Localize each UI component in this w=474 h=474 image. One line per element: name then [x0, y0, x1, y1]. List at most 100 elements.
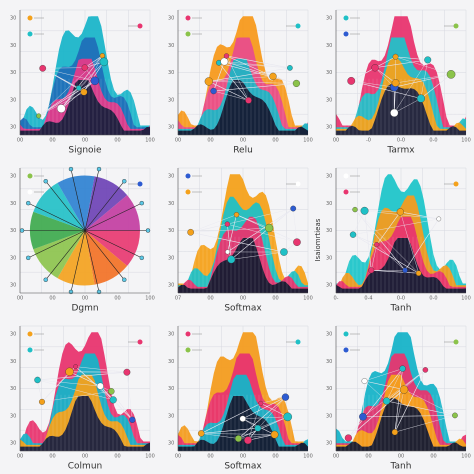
x-tick-label: 00 — [82, 138, 88, 144]
edge — [351, 80, 421, 99]
node — [371, 64, 379, 72]
x-tick-label: 00 — [398, 454, 404, 460]
edge — [394, 74, 452, 88]
node — [399, 385, 409, 394]
edge — [75, 366, 127, 373]
legend-dot — [295, 339, 301, 345]
node — [399, 365, 406, 372]
y-tick-label: 30 — [326, 441, 332, 447]
edge — [371, 269, 419, 274]
node — [123, 368, 131, 376]
node — [39, 64, 47, 72]
node — [234, 435, 242, 442]
y-tick-label: 30 — [10, 386, 16, 392]
edge — [226, 55, 290, 69]
edge — [208, 81, 249, 101]
x-tick-label: 00 — [207, 296, 213, 302]
edge — [374, 67, 395, 88]
y-tick-label: 30 — [10, 441, 16, 447]
x-tick-label: 0-0 — [429, 296, 437, 302]
edge — [190, 227, 270, 233]
spoke — [84, 181, 125, 231]
panel-label: Tanh — [390, 462, 412, 472]
legend-dot — [453, 23, 459, 29]
edge — [352, 234, 377, 245]
wedge — [85, 195, 140, 231]
x-tick-label: 00 — [17, 454, 23, 460]
edge — [41, 371, 70, 402]
x-tick-label: 100 — [145, 454, 155, 460]
node — [224, 221, 230, 227]
node — [73, 364, 79, 370]
node — [269, 72, 277, 81]
x-tick-label: 100 — [145, 296, 155, 302]
x-tick-label: 00 — [272, 296, 278, 302]
node — [422, 367, 429, 373]
edge — [247, 403, 262, 441]
x-tick-label: 00 — [49, 296, 55, 302]
edge — [375, 59, 428, 69]
x-tick-label: 0- — [334, 296, 339, 302]
y-tick-label: 30 — [168, 441, 174, 447]
edge — [376, 244, 406, 271]
x-tick-label: 00 — [49, 454, 55, 460]
x-tick-label: 100 — [461, 454, 471, 460]
edge — [238, 416, 288, 439]
node — [452, 412, 458, 419]
spoke — [84, 169, 100, 231]
y-tick-label: 30 — [10, 97, 16, 103]
x-tick-label: 00 — [207, 138, 213, 144]
edge — [394, 98, 421, 114]
node — [26, 255, 31, 261]
edge — [42, 68, 95, 82]
edge — [218, 62, 290, 69]
x-tick-label: 00 — [207, 454, 213, 460]
node — [36, 113, 42, 119]
y-tick-label: 30 — [326, 174, 332, 180]
x-tick-label: 00 — [272, 138, 278, 144]
x-tick-label: 07 — [175, 296, 181, 302]
edge — [83, 55, 103, 93]
node — [352, 206, 358, 213]
node — [197, 430, 205, 437]
legend-dot — [27, 15, 33, 21]
node — [99, 57, 109, 67]
x-tick-label: 100 — [461, 296, 471, 302]
node — [239, 415, 246, 422]
x-tick-label: 00 — [82, 454, 88, 460]
node — [245, 97, 252, 104]
node — [287, 65, 293, 71]
x-tick-label: 0-0 — [429, 138, 437, 144]
edge — [111, 391, 133, 420]
x-tick-label: 0-0 — [397, 296, 405, 302]
x-tick-label: 00 — [333, 138, 339, 144]
edge — [42, 67, 85, 69]
legend-dot — [137, 23, 143, 29]
x-tick-label: 100 — [145, 138, 155, 144]
edge — [364, 368, 403, 382]
edge — [37, 379, 101, 387]
node — [227, 255, 236, 264]
node — [349, 231, 357, 238]
node — [26, 200, 31, 206]
node — [99, 53, 105, 59]
edge — [226, 55, 249, 101]
node — [43, 277, 48, 282]
edge — [364, 380, 387, 402]
y-tick-label: 30 — [326, 201, 332, 207]
edge — [242, 416, 288, 419]
node — [392, 53, 399, 60]
node — [145, 228, 151, 233]
y-tick-label: 30 — [10, 70, 16, 76]
spoke — [84, 230, 142, 259]
edge — [208, 81, 297, 84]
legend-dot — [185, 331, 191, 337]
y-tick-label: 30 — [168, 228, 174, 234]
edge — [376, 211, 401, 245]
node — [96, 382, 104, 390]
x-tick-label: 00 — [17, 138, 23, 144]
edge — [226, 55, 274, 77]
x-tick-label: 100 — [303, 138, 313, 144]
edge — [364, 380, 405, 390]
edge — [218, 62, 249, 101]
